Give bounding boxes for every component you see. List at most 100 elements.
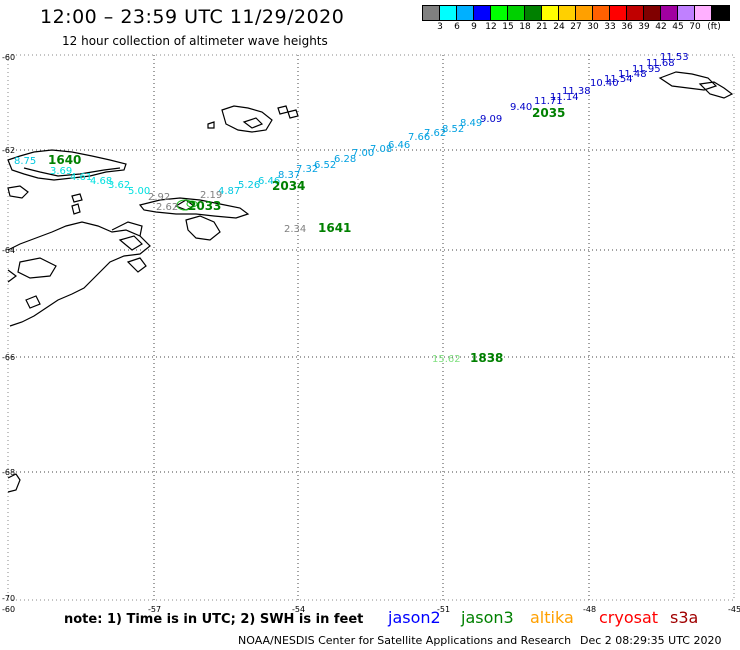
lon-tick-label: -48: [583, 605, 596, 614]
page-title: 12:00 – 23:59 UTC 11/29/2020: [40, 6, 345, 28]
legend-swatch: [695, 6, 712, 20]
lat-tick-label: -70: [2, 594, 15, 603]
coastline: [7, 71, 734, 493]
swh-value-label: 4.87: [218, 186, 240, 197]
track-time-label: 2034: [272, 179, 305, 193]
swh-value-label: 2.34: [284, 224, 306, 235]
lon-tick-label: -54: [292, 605, 305, 614]
legend-swatch: [525, 6, 542, 20]
lon-tick-label: -60: [2, 605, 15, 614]
satellite-legend-item: altika: [530, 608, 574, 627]
lat-tick-label: -64: [2, 246, 15, 255]
swh-value-label: 4.68: [90, 176, 112, 187]
swh-value-label: 4.61: [70, 172, 92, 183]
legend-swatch: [559, 6, 576, 20]
legend-label: 18: [519, 22, 531, 32]
lat-tick-label: -68: [2, 468, 15, 477]
legend-label: 27: [570, 22, 582, 32]
track-time-label: 1838: [470, 351, 503, 365]
swh-value-label: 11.53: [660, 52, 689, 63]
legend-unit: (ft): [707, 22, 721, 32]
legend-swatch: [491, 6, 508, 20]
swh-value-label: 9.09: [480, 114, 502, 125]
lat-lon-grid: [7, 54, 735, 601]
swh-value-label: 8.75: [14, 156, 36, 167]
swh-value-label: 15.62: [432, 354, 461, 365]
swh-value-label: 5.00: [128, 186, 150, 197]
legend-label: 30: [587, 22, 599, 32]
legend-swatch: [508, 6, 525, 20]
lat-tick-label: -60: [2, 53, 15, 62]
swh-value-label: 7.66: [408, 132, 430, 143]
swh-value-label: 11.68: [646, 58, 675, 69]
swh-value-label: 11.95: [632, 64, 661, 75]
swh-value-label: 11.71: [534, 96, 563, 107]
legend-swatch: [457, 6, 474, 20]
swh-color-legend: [422, 5, 730, 21]
legend-swatch: [593, 6, 610, 20]
legend-label: 6: [454, 22, 460, 32]
swh-value-label: 2.62: [156, 202, 178, 213]
legend-label: 12: [485, 22, 497, 32]
swh-tracks: 11.5311.6811.9511.4811.5410.4011.3811.14…: [14, 52, 689, 365]
legend-swatch: [440, 6, 457, 20]
legend-label: 9: [471, 22, 477, 32]
track-time-label: 2035: [532, 106, 565, 120]
swh-value-label: 2.19: [200, 190, 222, 201]
legend-label: 3: [437, 22, 443, 32]
swh-legend-labels: 3 6 9 12 15 18 21 24 27 30 33 36 39 42 45 70 (ft): [422, 22, 740, 34]
swh-value-label: 8.49: [460, 118, 482, 129]
footer-note: note: 1) Time is in UTC; 2) SWH is in fe…: [64, 612, 364, 627]
lon-tick-label: -57: [148, 605, 161, 614]
swh-value-label: 3.69: [50, 166, 72, 177]
swh-value-label: 7.00: [352, 148, 374, 159]
legend-swatch: [661, 6, 678, 20]
legend-label: 24: [553, 22, 565, 32]
track-time-label: 1640: [48, 153, 81, 167]
legend-label: 45: [672, 22, 684, 32]
swh-value-label: 8.52: [442, 124, 464, 135]
satellite-legend-item: cryosat: [599, 608, 659, 627]
satellite-legend-item: jason2: [388, 608, 441, 627]
page-subtitle: 12 hour collection of altimeter wave hei…: [62, 34, 328, 48]
lat-tick-label: -62: [2, 146, 15, 155]
swh-value-label: 6.28: [334, 154, 356, 165]
swh-value-label: 6.52: [314, 160, 336, 171]
legend-label: 42: [655, 22, 667, 32]
legend-swatch: [542, 6, 559, 20]
legend-label: 33: [604, 22, 616, 32]
swh-value-label: 3.62: [108, 180, 130, 191]
swh-value-label: 11.48: [618, 69, 647, 80]
satellite-legend-item: jason3: [461, 608, 514, 627]
lon-tick-label: -45: [728, 605, 740, 614]
track-time-label: 2033: [188, 199, 221, 213]
axis-tick-labels: -60 -57 -54 -51 -48 -45 -60 -62 -64 -66 -68 -70: [2, 53, 740, 614]
lon-tick-label: -51: [437, 605, 450, 614]
legend-label: 21: [536, 22, 548, 32]
track-markers: [176, 199, 198, 211]
legend-swatch: [423, 6, 440, 20]
swh-value-label: 11.14: [550, 92, 579, 103]
legend-swatch: [644, 6, 661, 20]
swh-value-label: 2.92: [148, 192, 170, 203]
track-time-label: 1641: [318, 221, 351, 235]
legend-swatch: [678, 6, 695, 20]
swh-value-label: 6.46: [388, 140, 410, 151]
swh-value-label: 7.08: [370, 144, 392, 155]
credit-line: NOAA/NESDIS Center for Satellite Applica…: [238, 634, 572, 647]
legend-swatch: [627, 6, 644, 20]
satellite-legend-item: s3a: [670, 608, 699, 627]
legend-label: 15: [502, 22, 514, 32]
legend-label: 70: [689, 22, 701, 32]
legend-label: 36: [621, 22, 633, 32]
swh-value-label: 9.40: [510, 102, 532, 113]
swh-value-label: 7.32: [296, 164, 318, 175]
legend-label: 39: [638, 22, 650, 32]
legend-swatch: [610, 6, 627, 20]
swh-value-label: 6.46: [258, 176, 280, 187]
legend-swatch: [474, 6, 491, 20]
swh-value-label: 7.62: [424, 128, 446, 139]
swh-value-label: 8.37: [278, 170, 300, 181]
legend-swatch: [712, 6, 729, 20]
